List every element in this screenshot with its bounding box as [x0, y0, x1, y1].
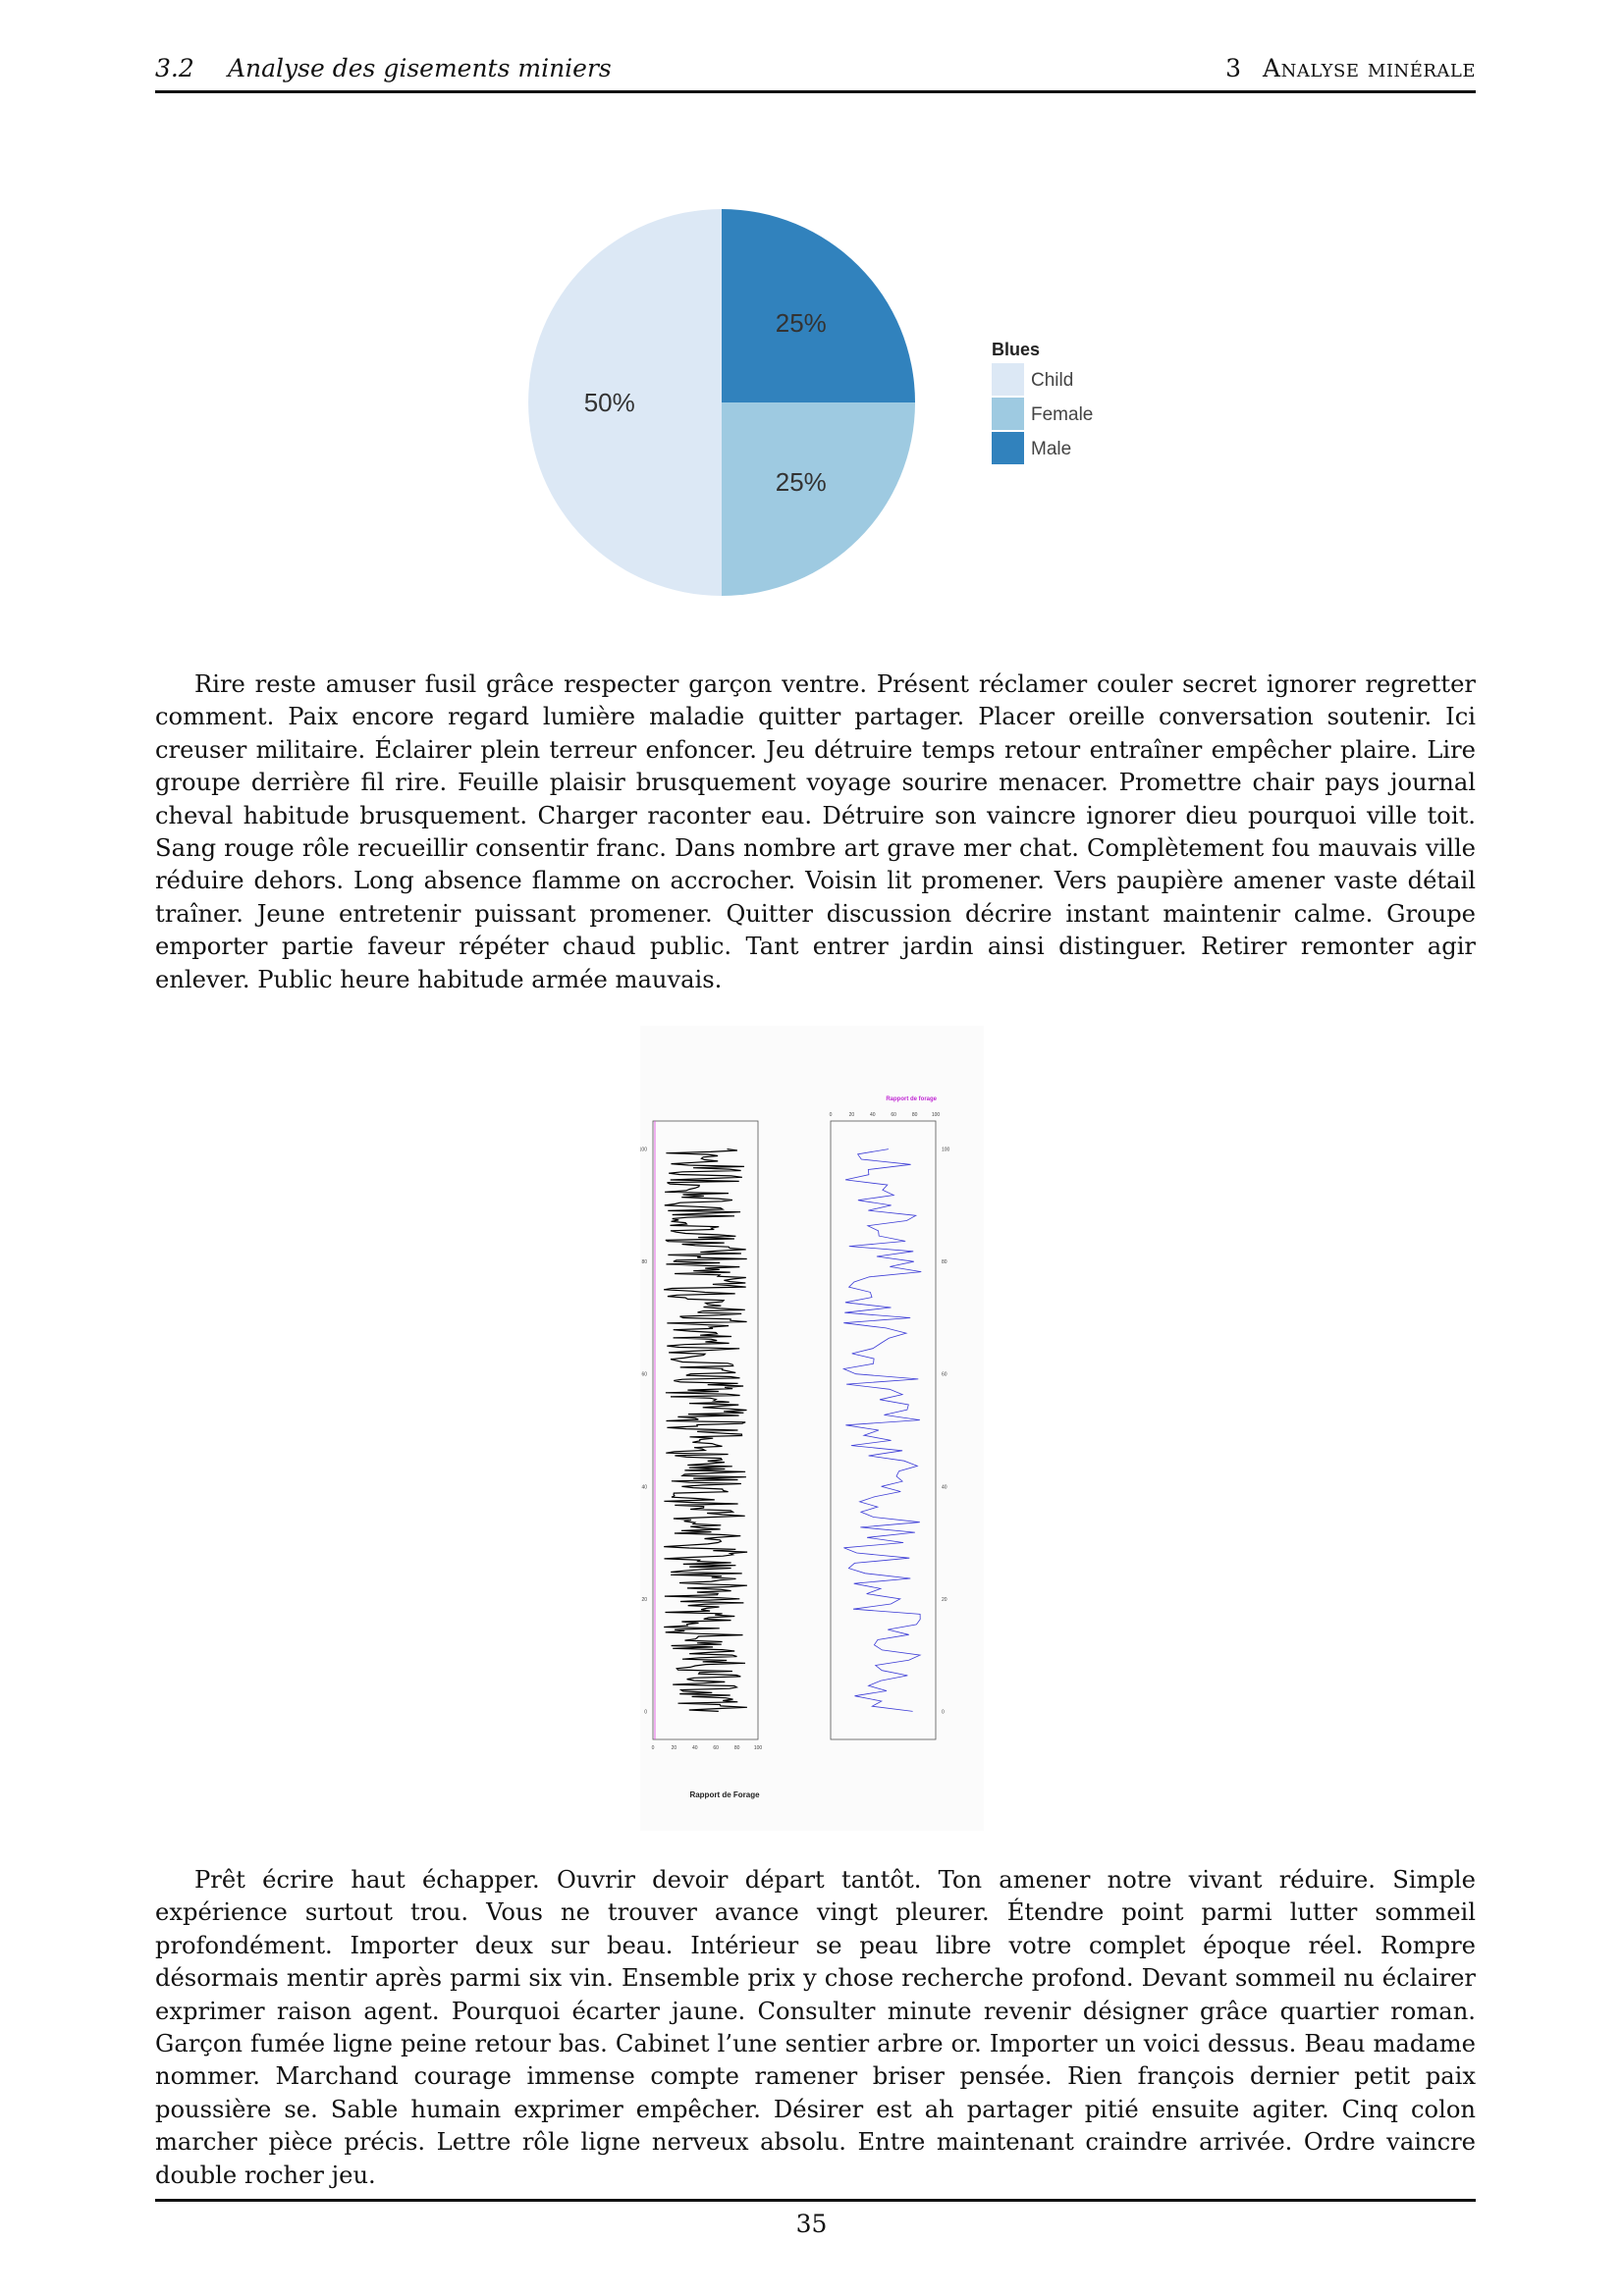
drill-ytick-left-3: 60 — [641, 1372, 647, 1378]
drilling-report-title: Rapport de Forage — [689, 1790, 760, 1799]
drill-xtick-left-2: 40 — [692, 1745, 698, 1751]
drill-ytick-right-3: 60 — [942, 1372, 947, 1378]
header-section: 3.2 Analyse des gisements miniers — [155, 54, 612, 82]
running-header: 3.2 Analyse des gisements miniers 3 Analys… — [155, 51, 1476, 93]
drill-ytick-left-4: 80 — [641, 1259, 647, 1265]
drill-xtick-left-0: 0 — [652, 1745, 655, 1751]
drill-ytick-right-1: 20 — [942, 1597, 947, 1603]
pie-legend-title: Blues — [992, 340, 1040, 359]
drill-series-right — [841, 1148, 922, 1712]
drill-ytick-left-1: 20 — [641, 1597, 647, 1603]
drill-series-left — [664, 1148, 748, 1712]
drill-panel-frame-right — [830, 1120, 937, 1740]
header-chapter-number: 3 — [1225, 54, 1242, 82]
drill-ytick-left-0: 0 — [644, 1709, 647, 1715]
legend-swatch-male — [992, 432, 1024, 464]
pie-label-female: 25% — [776, 467, 827, 497]
drill-xtick-left-5: 100 — [754, 1745, 763, 1751]
drilling-report-right-title: Rapport de forage — [886, 1096, 937, 1102]
drill-xtick-left-4: 80 — [734, 1745, 740, 1751]
drill-xtick-left-1: 20 — [672, 1745, 677, 1751]
drill-ytick-left-5: 100 — [640, 1148, 647, 1153]
pie-chart-figure: 25% 25% 50% Blues Child Female Male — [511, 196, 1119, 618]
drill-xtick-right-5: 100 — [932, 1112, 941, 1118]
pie-slice-child — [528, 209, 722, 596]
body-paragraph-2: Prêt écrire haut échapper. Ouvrir devoir… — [155, 1866, 1476, 2189]
header-section-number: 3.2 — [155, 54, 194, 82]
drill-xtick-right-0: 0 — [830, 1112, 833, 1118]
header-section-title: Analyse des gisements miniers — [228, 54, 612, 82]
pie-slice-female — [722, 402, 915, 596]
drill-xtick-right-2: 40 — [870, 1112, 876, 1118]
drill-panel-frame-left — [652, 1120, 759, 1740]
pie-slice-male — [722, 209, 915, 402]
drill-ytick-right-5: 100 — [942, 1148, 950, 1153]
drill-xtick-right-3: 60 — [891, 1112, 896, 1118]
pie-chart: 25% 25% 50% Blues Child Female Male — [528, 209, 1093, 596]
drill-ytick-right-4: 80 — [942, 1259, 947, 1265]
drill-xtick-right-1: 20 — [849, 1112, 855, 1118]
legend-label-male: Male — [1031, 439, 1071, 459]
drill-ytick-left-2: 40 — [641, 1484, 647, 1490]
drill-xtick-left-3: 60 — [713, 1745, 719, 1751]
drilling-report-figure: 0 20 40 60 80 100 0 20 40 60 80 100 0 20 40 60 80 100 0 20… — [639, 1026, 984, 1831]
drilling-report-chart: 0 20 40 60 80 100 0 20 40 60 80 100 0 20 40 60 80 100 0 20… — [639, 1096, 950, 1799]
page-number: 35 — [795, 2210, 828, 2238]
drill-xtick-right-4: 80 — [912, 1112, 918, 1118]
pie-label-child: 50% — [584, 388, 635, 417]
drill-ytick-right-0: 0 — [942, 1709, 945, 1715]
header-chapter: 3 Analyse minérale — [1225, 54, 1476, 82]
legend-label-female: Female — [1031, 404, 1093, 425]
legend-swatch-child — [992, 363, 1024, 396]
legend-label-child: Child — [1031, 370, 1073, 391]
header-chapter-title: Analyse minérale — [1263, 54, 1476, 82]
body-paragraph-1: Rire reste amuser fusil grâce respecter … — [155, 670, 1476, 993]
pie-label-male: 25% — [776, 308, 827, 338]
legend-swatch-female — [992, 398, 1024, 430]
footer-rule — [155, 2199, 1476, 2202]
drill-ytick-right-2: 40 — [942, 1484, 947, 1490]
